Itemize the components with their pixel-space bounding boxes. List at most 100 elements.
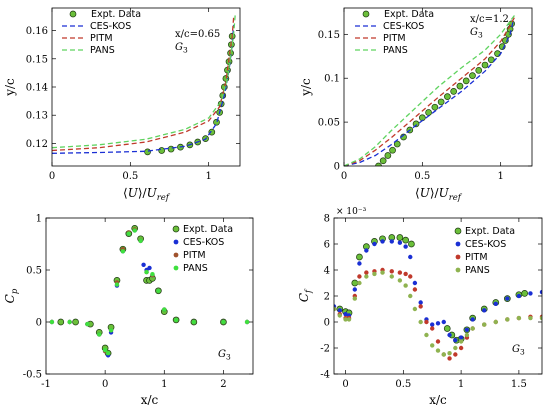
y-axis-label: Cp	[3, 288, 20, 303]
data-point	[516, 315, 522, 321]
series-line-pitm	[344, 16, 516, 166]
y-tick-label: 1	[36, 214, 42, 225]
plot-area-tl	[52, 13, 236, 156]
x-tick-label: 0	[342, 379, 348, 390]
data-point	[435, 321, 441, 326]
data-point	[379, 157, 387, 165]
data-point	[424, 319, 429, 325]
y-axis-exponent: × 10⁻³	[336, 207, 367, 217]
data-point	[357, 261, 362, 266]
legend-label: CES-KOS	[90, 21, 131, 32]
y-tick-label: 0.15	[318, 30, 340, 41]
data-point	[208, 128, 216, 136]
y-tick-label: -4	[320, 370, 330, 381]
data-point	[412, 280, 418, 286]
series-line-ces-kos	[344, 21, 514, 166]
x-tick-label: 0.5	[395, 379, 411, 390]
x-tick-label: 0.5	[122, 171, 138, 182]
y-tick-label: 2	[324, 292, 330, 303]
legend-swatch	[362, 10, 370, 18]
legend-swatch	[455, 267, 461, 273]
x-axis-label: x/c	[141, 393, 159, 407]
annotation-label: x/c=0.65	[175, 29, 220, 40]
data-point	[380, 239, 385, 244]
y-tick-label: 0	[334, 162, 340, 173]
y-axis-label: Cf	[297, 288, 314, 302]
legend-label: Expt. Data	[384, 9, 434, 20]
plot-area-br	[334, 234, 542, 361]
y-tick-label: -2	[320, 344, 330, 355]
data-point	[505, 317, 510, 322]
y-axis-label: y/c	[3, 78, 17, 97]
data-point	[458, 335, 464, 340]
data-point	[403, 271, 408, 277]
legend-label: Expt. Data	[465, 226, 515, 237]
data-point	[120, 249, 126, 254]
data-point	[447, 351, 452, 356]
series-line-ces-kos	[52, 24, 235, 154]
annotation-label: G3	[175, 42, 188, 55]
data-point	[364, 274, 369, 279]
legend-label: PANS	[465, 265, 490, 276]
x-tick-label: 1	[497, 171, 503, 182]
data-point	[372, 241, 377, 247]
data-point	[213, 118, 220, 126]
legend-swatch	[172, 225, 180, 233]
data-point	[150, 271, 155, 277]
legend-label: PITM	[465, 252, 488, 263]
data-point	[430, 343, 435, 348]
y-tick-label: 4	[324, 266, 330, 277]
data-point	[221, 319, 226, 325]
annotation-label: x/c=1.2	[470, 14, 509, 25]
data-point	[470, 326, 475, 331]
chart-panel-tl: 0 0.5 1 0.12 0.13 0.14 0.15 0.16 ⟨U⟩/Uref y/c x/c=…	[3, 7, 241, 203]
legend-label: PITM	[90, 33, 113, 44]
data-point	[384, 152, 392, 159]
plot-frame	[45, 217, 254, 375]
data-point	[138, 238, 143, 244]
data-point	[441, 352, 446, 357]
x-axis-label: ⟨U⟩/Uref	[123, 186, 171, 203]
data-point	[397, 278, 403, 283]
data-point	[57, 318, 65, 326]
data-point	[450, 88, 458, 95]
x-tick-label: 1	[205, 171, 211, 182]
data-point	[67, 319, 72, 325]
y-tick-label: 0.15	[26, 54, 48, 65]
data-point	[481, 61, 489, 69]
data-point	[475, 66, 483, 74]
data-point	[408, 274, 413, 279]
x-tick-label: 1.5	[511, 379, 527, 390]
data-point	[435, 348, 441, 353]
data-point	[470, 317, 475, 322]
x-tick-label: -1	[41, 379, 51, 390]
data-point	[528, 291, 533, 296]
data-point	[49, 319, 55, 325]
data-point	[352, 296, 357, 301]
data-point	[412, 287, 418, 292]
y-tick-label: 0.12	[26, 139, 48, 150]
data-point	[364, 248, 369, 253]
data-point	[418, 300, 423, 305]
data-point	[444, 93, 451, 101]
data-point	[456, 82, 464, 90]
x-tick-label: 0	[341, 171, 347, 182]
data-point	[408, 240, 415, 248]
x-axis-label: ⟨U⟩/Uref	[415, 186, 463, 203]
data-point	[408, 254, 413, 260]
series-line-pans	[52, 13, 236, 149]
data-point	[393, 140, 401, 148]
x-tick-label: 0	[102, 379, 108, 390]
data-point	[462, 77, 470, 85]
series-line-pitm	[52, 16, 235, 152]
data-point	[72, 318, 79, 326]
data-point	[425, 109, 432, 116]
legend-label: CES-KOS	[183, 237, 224, 248]
legend-label: PANS	[90, 45, 115, 56]
data-point	[141, 262, 146, 267]
data-point	[424, 332, 429, 338]
data-point	[85, 321, 90, 327]
data-point	[437, 98, 445, 106]
x-tick-label: 1	[161, 379, 167, 390]
